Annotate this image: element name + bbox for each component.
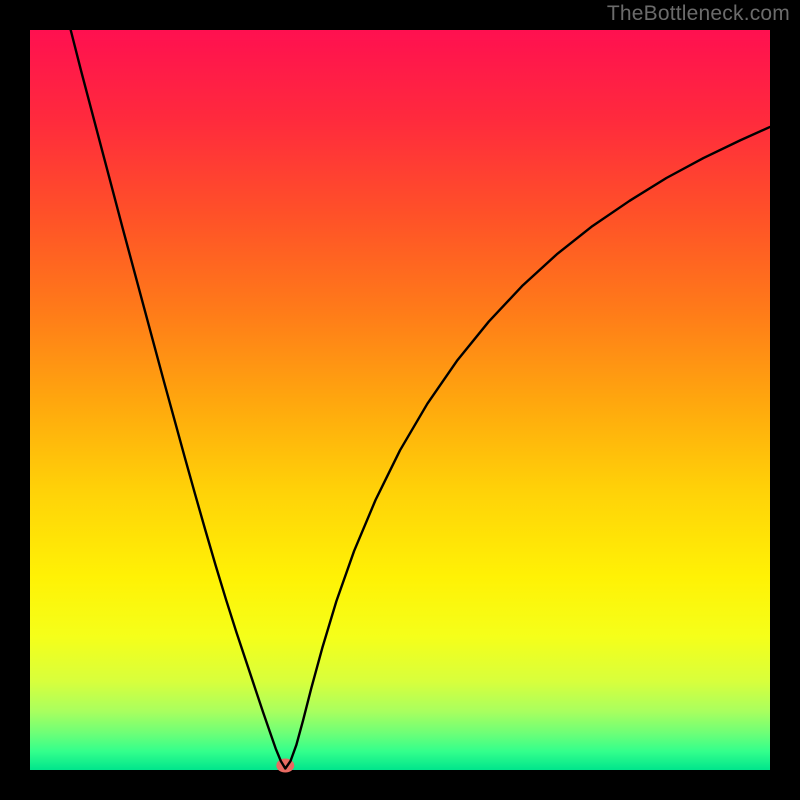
watermark-text: TheBottleneck.com — [607, 2, 790, 26]
chart-svg — [0, 0, 800, 800]
chart-stage: TheBottleneck.com — [0, 0, 800, 800]
plot-background — [30, 30, 770, 770]
